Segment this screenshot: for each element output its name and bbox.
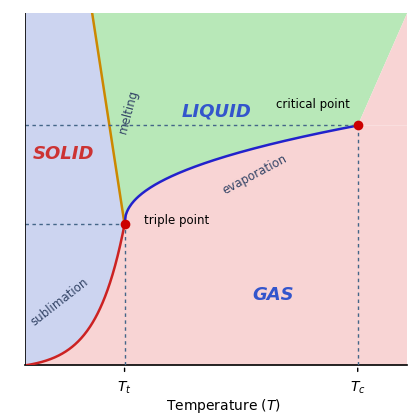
Polygon shape — [92, 13, 407, 224]
Text: sublimation: sublimation — [28, 276, 91, 328]
Text: triple point: triple point — [144, 214, 209, 227]
Text: evaporation: evaporation — [220, 152, 289, 197]
Polygon shape — [358, 13, 407, 126]
Text: LIQUID: LIQUID — [181, 102, 251, 121]
Polygon shape — [25, 13, 125, 365]
Text: SOLID: SOLID — [33, 145, 94, 163]
Text: GAS: GAS — [253, 286, 294, 304]
Text: Temperature ($T$): Temperature ($T$) — [166, 397, 281, 415]
Text: melting: melting — [116, 88, 141, 135]
Polygon shape — [25, 126, 407, 365]
Text: $T_t$: $T_t$ — [117, 380, 132, 396]
Text: $T_c$: $T_c$ — [350, 380, 365, 396]
Text: critical point: critical point — [276, 98, 350, 111]
